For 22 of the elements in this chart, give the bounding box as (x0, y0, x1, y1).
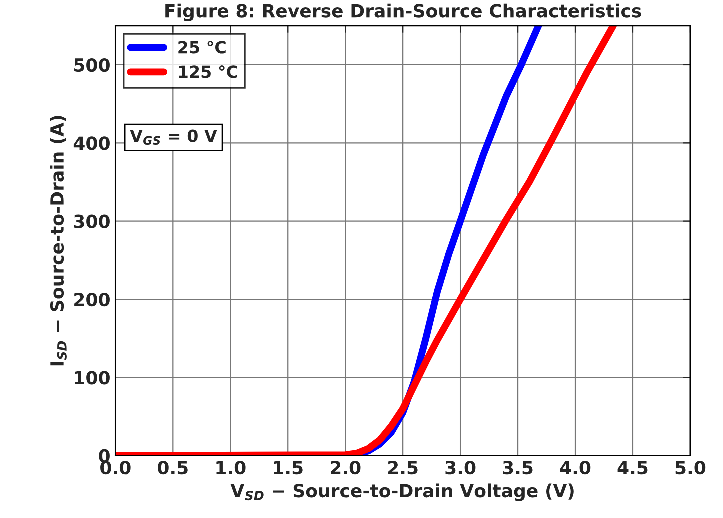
x-tick-label: 0.5 (158, 461, 188, 475)
x-tick-label: 4.0 (560, 461, 591, 475)
y-tick-label: 500 (74, 58, 110, 72)
y-axis-title: I$_{SD}$ − Source-to-Drain (A) (50, 116, 67, 366)
annotation: V$_{GS}$ = 0 V (130, 130, 218, 146)
x-tick-label: 4.5 (618, 461, 648, 475)
y-tick-label: 200 (74, 292, 110, 307)
legend-label: 125 °C (179, 66, 238, 78)
x-axis-title: V$_{SD}$ − Source-to-Drain Voltage (V) (230, 484, 574, 502)
chart-title: Figure 8: Reverse Drain-Source Characteristics (166, 4, 642, 22)
y-tick-label: 100 (75, 371, 110, 385)
y-tick-label: 300 (74, 214, 110, 228)
x-tick-label: 2.5 (388, 461, 418, 475)
legend-label: 25 °C (178, 41, 226, 54)
x-tick-label: 5.0 (676, 461, 706, 475)
y-tick-label: 400 (74, 136, 110, 150)
x-tick-label: 0.0 (100, 461, 131, 475)
x-tick-label: 2.0 (331, 461, 361, 475)
x-tick-label: 1.0 (216, 461, 246, 475)
x-tick-label: 3.0 (446, 461, 476, 475)
x-tick-label: 1.5 (274, 461, 303, 475)
x-tick-label: 3.5 (503, 461, 533, 475)
